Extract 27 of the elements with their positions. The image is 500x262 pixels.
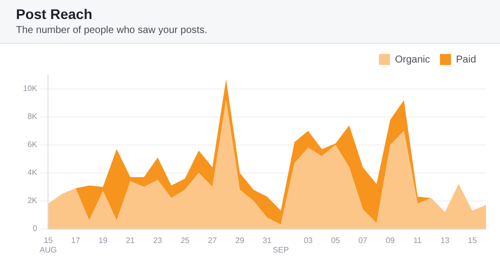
x-tick-label: 25 [180,236,190,245]
legend-label: Organic [394,54,430,66]
x-tick-label: 31 [262,236,272,245]
y-tick-label: 10K [23,84,38,94]
x-tick-label: 19 [98,236,108,245]
x-tick-label: 11 [413,236,422,245]
x-tick-label: 23 [153,236,163,245]
x-tick-label: 27 [208,236,218,245]
y-tick-label: 6K [27,140,38,150]
x-tick-label: 29 [235,236,245,245]
x-tick-label: 09 [386,236,396,245]
x-tick-label: 13 [440,236,450,245]
y-tick-label: 2K [27,196,38,206]
chart-subtitle: The number of people who saw your posts. [16,25,208,36]
legend-label: Paid [456,54,476,66]
chart-title: Post Reach [16,6,94,22]
y-tick-label: 4K [27,168,38,178]
x-tick-label: 21 [126,236,136,245]
x-tick-label: 03 [304,236,314,245]
x-tick-label: 15 AUG [40,236,57,254]
y-tick-label: 0 [32,224,38,234]
x-tick-label: SEP [272,245,289,254]
x-tick-label: 05 [331,236,341,245]
x-tick-label: 07 [358,236,368,245]
x-tick-label: 17 [71,236,81,245]
y-tick-label: 8K [27,112,38,122]
x-tick-label: 15 [468,236,478,245]
